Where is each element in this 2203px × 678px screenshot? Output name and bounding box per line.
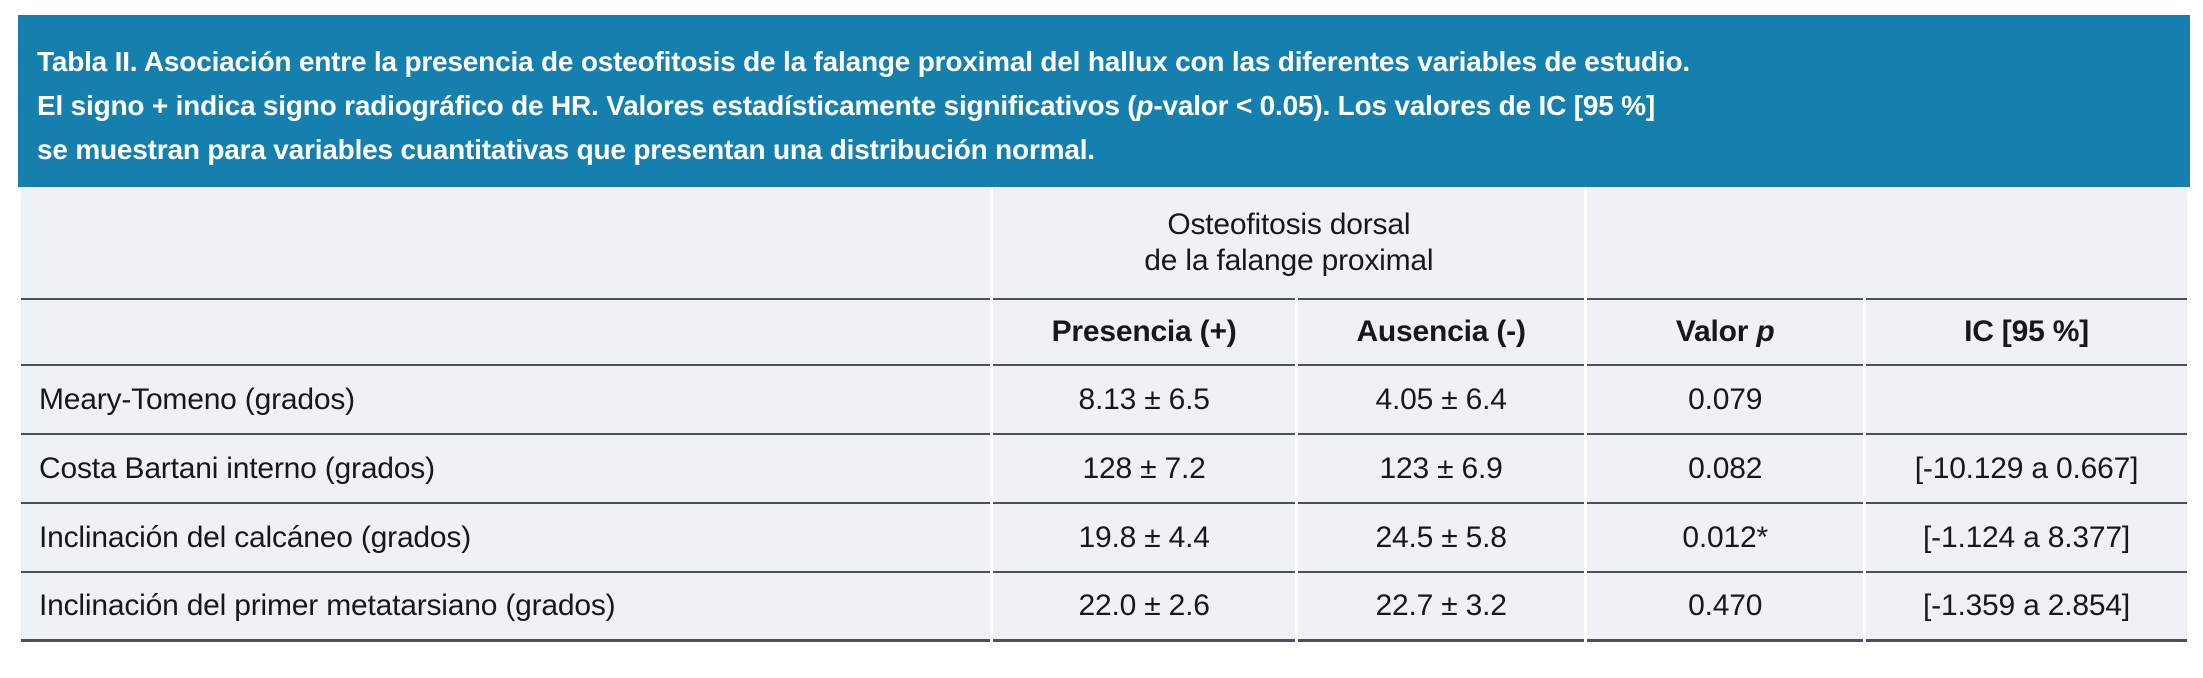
ausencia-value: 24.5 ± 5.8	[1297, 504, 1585, 573]
presencia-value: 128 ± 7.2	[993, 435, 1295, 504]
table-row: Meary-Tomeno (grados) 8.13 ± 6.5 4.05 ± …	[21, 366, 2187, 435]
row-label: Inclinación del primer metatarsiano (gra…	[21, 573, 991, 642]
ausencia-value: 4.05 ± 6.4	[1297, 366, 1585, 435]
table-figure: Tabla II. Asociación entre la presencia …	[18, 15, 2190, 642]
caption-line-1: Tabla II. Asociación entre la presencia …	[37, 46, 1690, 77]
row-label: Inclinación del calcáneo (grados)	[21, 504, 991, 573]
table-body: Meary-Tomeno (grados) 8.13 ± 6.5 4.05 ± …	[21, 366, 2187, 642]
span-header-filler-cell	[1587, 187, 2187, 298]
span-header-line-1: Osteofitosis dorsal	[1167, 207, 1411, 241]
ausencia-value: 123 ± 6.9	[1297, 435, 1585, 504]
valor-p-value: 0.470	[1587, 573, 1864, 642]
column-header-stub-cell	[21, 298, 991, 366]
presencia-value: 8.13 ± 6.5	[993, 366, 1295, 435]
ic-value: [-10.129 a 0.667]	[1866, 435, 2187, 504]
span-header: Osteofitosis dorsal de la falange proxim…	[993, 187, 1585, 298]
column-header-valor-p: Valor p	[1587, 298, 1864, 366]
caption-line-2: El signo + indica signo radiográfico de …	[37, 90, 1655, 121]
column-header-ic: IC [95 %]	[1866, 298, 2187, 366]
caption-line-3: se muestran para variables cuantitativas…	[37, 134, 1095, 165]
table-row: Costa Bartani interno (grados) 128 ± 7.2…	[21, 435, 2187, 504]
valor-p-value: 0.079	[1587, 366, 1864, 435]
row-label: Costa Bartani interno (grados)	[21, 435, 991, 504]
table-caption: Tabla II. Asociación entre la presencia …	[18, 15, 2190, 187]
ic-value: [-1.359 a 2.854]	[1866, 573, 2187, 642]
ausencia-value: 22.7 ± 3.2	[1297, 573, 1585, 642]
presencia-value: 22.0 ± 2.6	[993, 573, 1295, 642]
span-header-row: Osteofitosis dorsal de la falange proxim…	[21, 187, 2187, 298]
valor-p-value: 0.012*	[1587, 504, 1864, 573]
table-row: Inclinación del primer metatarsiano (gra…	[21, 573, 2187, 642]
ic-value: [-1.124 a 8.377]	[1866, 504, 2187, 573]
presencia-value: 19.8 ± 4.4	[993, 504, 1295, 573]
valor-p-value: 0.082	[1587, 435, 1864, 504]
table-row: Inclinación del calcáneo (grados) 19.8 ±…	[21, 504, 2187, 573]
association-table: Osteofitosis dorsal de la falange proxim…	[18, 187, 2190, 642]
ic-value	[1866, 366, 2187, 435]
span-header-line-2: de la falange proximal	[1144, 243, 1434, 277]
column-header-ausencia: Ausencia (-)	[1297, 298, 1585, 366]
table-head: Osteofitosis dorsal de la falange proxim…	[21, 187, 2187, 366]
row-label: Meary-Tomeno (grados)	[21, 366, 991, 435]
column-header-row: Presencia (+) Ausencia (-) Valor p IC [9…	[21, 298, 2187, 366]
span-header-stub-cell	[21, 187, 991, 298]
column-header-presencia: Presencia (+)	[993, 298, 1295, 366]
